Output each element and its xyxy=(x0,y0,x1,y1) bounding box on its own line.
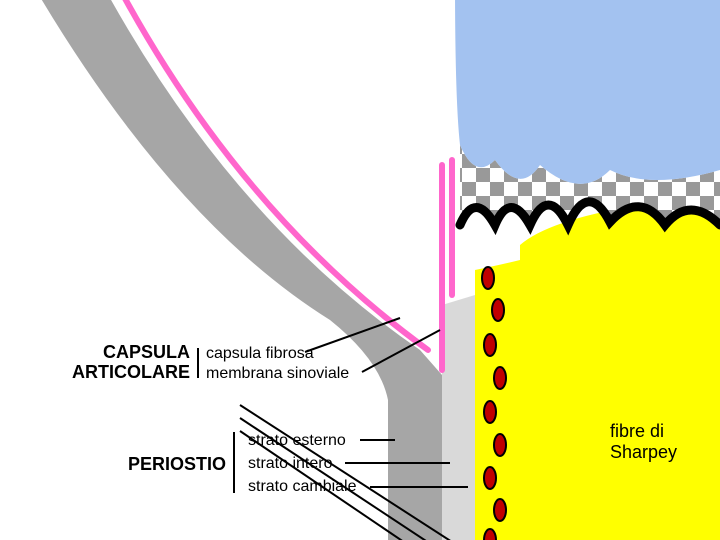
blue-cartilage-region xyxy=(455,0,720,184)
sharpey-oval xyxy=(484,467,496,489)
strato-cambiale-label: strato cambiale xyxy=(248,478,357,495)
strato-esterno-label: strato esterno xyxy=(248,432,346,449)
capsula-fibrosa-label: capsula fibrosa xyxy=(206,345,314,362)
sharpey-oval xyxy=(482,267,494,289)
sharpey-oval xyxy=(494,499,506,521)
sharpey-oval xyxy=(494,434,506,456)
strato-intero-label: strato intero xyxy=(248,455,333,472)
capsula-articolare-label-1: CAPSULA xyxy=(103,342,190,362)
membrana-sinoviale-label: membrana sinoviale xyxy=(206,365,349,382)
periostio-label: PERIOSTIO xyxy=(128,454,226,474)
sharpey-oval xyxy=(484,401,496,423)
light-gray-strip xyxy=(442,295,475,540)
fibre-di-sharpey-label-2: Sharpey xyxy=(610,442,677,462)
fibre-di-sharpey-label-1: fibre di xyxy=(610,421,664,441)
sharpey-oval xyxy=(484,334,496,356)
sharpey-oval xyxy=(484,529,496,540)
diagram-root: CAPSULA ARTICOLARE capsula fibrosa membr… xyxy=(0,0,720,540)
capsula-articolare-label-2: ARTICOLARE xyxy=(72,362,190,382)
sharpey-oval xyxy=(492,299,504,321)
sharpey-oval xyxy=(494,367,506,389)
